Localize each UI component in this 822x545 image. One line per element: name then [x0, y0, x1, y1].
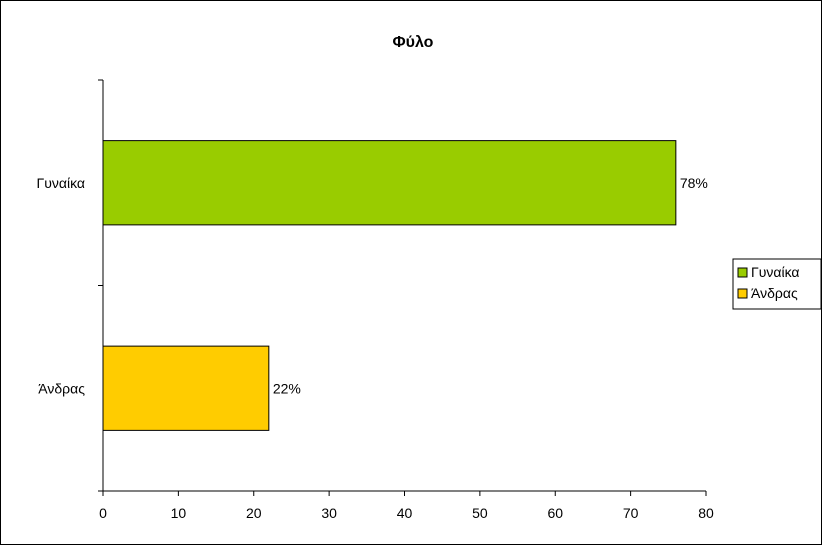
- legend: Γυναίκα Άνδρας: [732, 258, 822, 310]
- y-tick-label: Γυναίκα: [37, 175, 86, 191]
- y-tick-label: Άνδρας: [38, 380, 85, 396]
- x-tick-label: 30: [321, 505, 337, 521]
- chart-title: Φύλο: [393, 34, 434, 51]
- legend-box: [732, 258, 822, 310]
- x-tick-label: 20: [246, 505, 262, 521]
- legend-label: Γυναίκα: [751, 264, 800, 280]
- bar: [102, 345, 270, 431]
- legend-swatch: [737, 288, 748, 299]
- x-tick-label: 60: [547, 505, 563, 521]
- x-tick-label: 50: [472, 505, 488, 521]
- x-tick-label: 10: [171, 505, 187, 521]
- data-label: 22%: [273, 380, 301, 396]
- x-tick-label: 80: [698, 505, 714, 521]
- x-tick-label: 70: [623, 505, 639, 521]
- x-tick-label: 40: [397, 505, 413, 521]
- plot-area: 0 10 20 30 40 50 60 70 80 Άνδρας 22% Γυναίκα 78%: [37, 79, 714, 521]
- legend-swatch: [737, 267, 748, 278]
- legend-label: Άνδρας: [751, 285, 798, 301]
- bar: [102, 140, 677, 226]
- x-tick-label: 0: [99, 505, 107, 521]
- data-label: 78%: [680, 175, 708, 191]
